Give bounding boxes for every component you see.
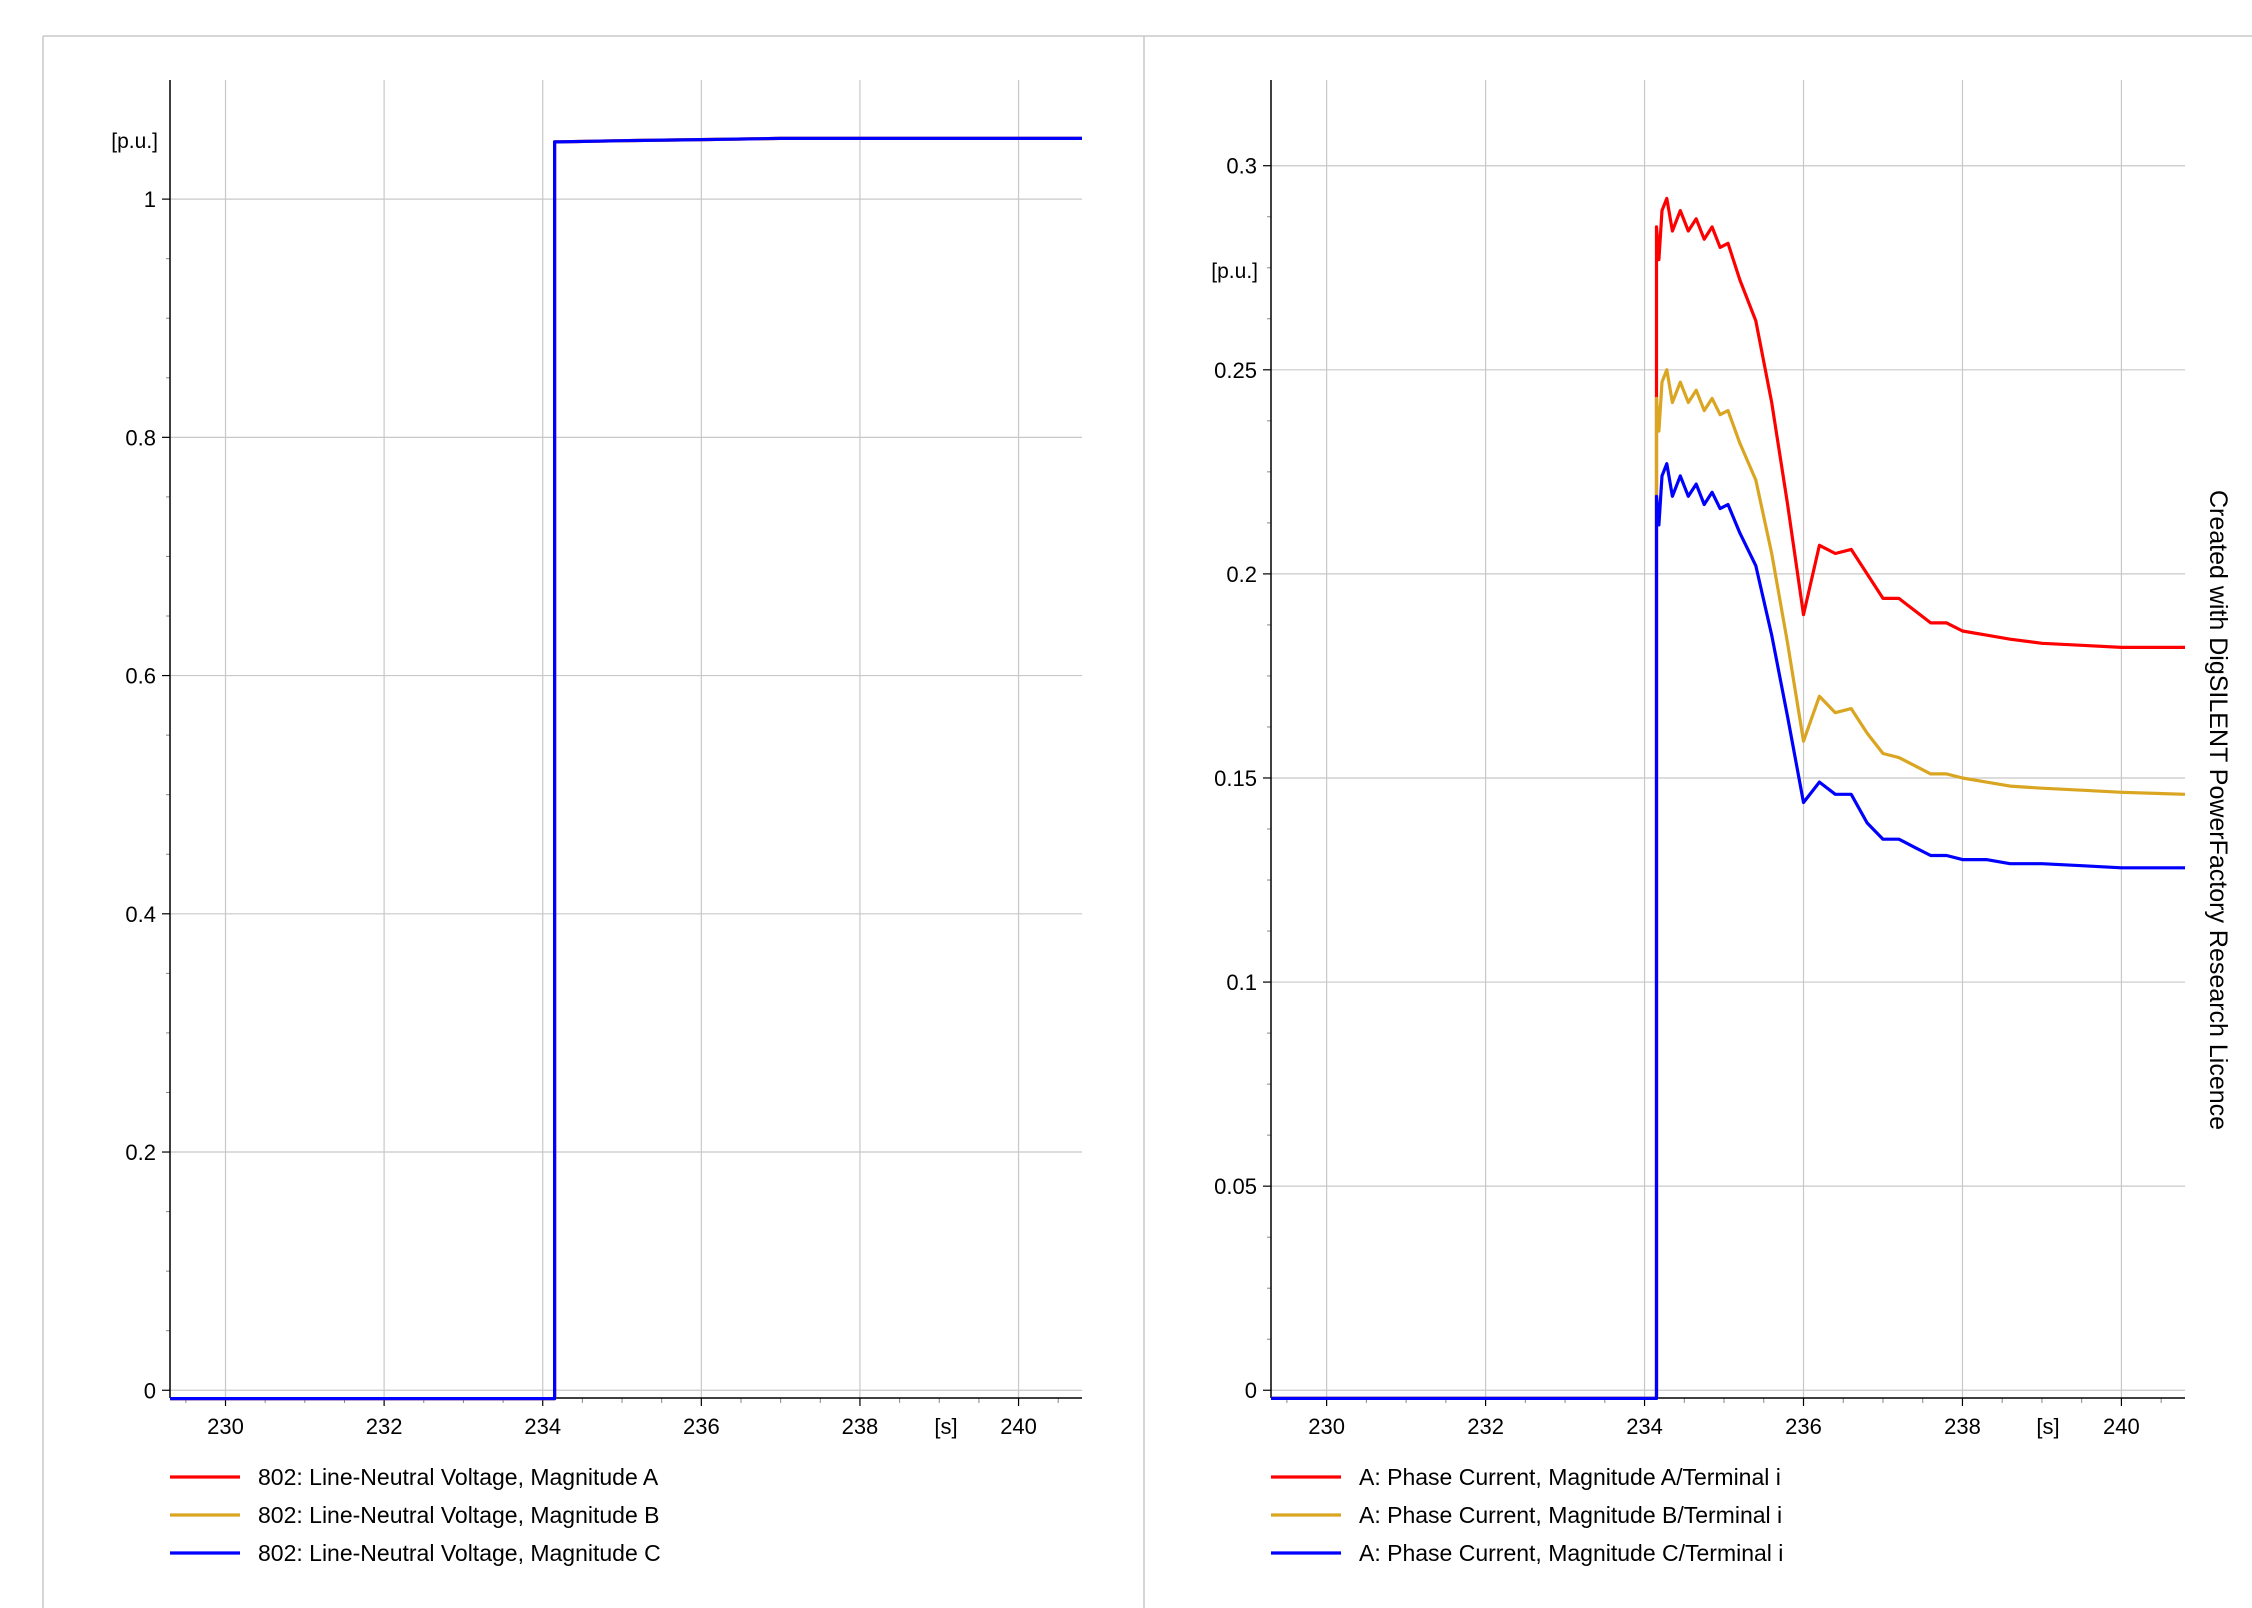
- legend-label: A: Phase Current, Magnitude C/Terminal i: [1359, 1540, 1783, 1566]
- legend-label: A: Phase Current, Magnitude A/Terminal i: [1359, 1464, 1781, 1490]
- x-tick-label: 232: [366, 1414, 403, 1439]
- x-tick-label: 236: [683, 1414, 720, 1439]
- x-tick-label: 234: [524, 1414, 561, 1439]
- y-tick-label: 0.6: [125, 664, 156, 689]
- y-tick-label: 0.2: [1226, 562, 1257, 587]
- legend-label: 802: Line-Neutral Voltage, Magnitude C: [258, 1540, 661, 1566]
- x-tick-label: 236: [1785, 1414, 1822, 1439]
- y-tick-label: 0.2: [125, 1140, 156, 1165]
- x-tick-label: 240: [2103, 1414, 2140, 1439]
- series-line-0: [1271, 196, 2185, 1401]
- y-tick-label: 0.4: [125, 902, 156, 927]
- y-unit-label: [p.u.]: [111, 130, 158, 153]
- y-tick-label: 0.25: [1214, 358, 1257, 383]
- x-tick-label: 234: [1626, 1414, 1663, 1439]
- y-tick-label: 1: [144, 187, 156, 212]
- series-line-2: [1271, 462, 2185, 1401]
- y-tick-label: 0: [144, 1378, 156, 1403]
- x-unit-label: [s]: [934, 1414, 957, 1439]
- current-chart-legend: A: Phase Current, Magnitude A/Terminal i…: [1271, 1464, 1783, 1566]
- y-tick-label: 0.1: [1226, 970, 1257, 995]
- legend-label: 802: Line-Neutral Voltage, Magnitude A: [258, 1464, 659, 1490]
- legend-label: 802: Line-Neutral Voltage, Magnitude B: [258, 1502, 660, 1528]
- x-unit-label: [s]: [2036, 1414, 2059, 1439]
- y-tick-label: 0.05: [1214, 1174, 1257, 1199]
- x-tick-label: 238: [1944, 1414, 1981, 1439]
- y-tick-label: 0.3: [1226, 154, 1257, 179]
- voltage-chart-legend: 802: Line-Neutral Voltage, Magnitude A 80…: [170, 1464, 661, 1566]
- y-tick-label: 0.8: [125, 425, 156, 450]
- x-tick-label: 238: [842, 1414, 879, 1439]
- current-chart: 0 0.05 0.1 0.15 0.2 0.25 0.3 230 232 234 236 238 240…: [1211, 80, 2186, 1439]
- series-line-1: [1271, 368, 2186, 1401]
- x-tick-label: 240: [1000, 1414, 1037, 1439]
- watermark-text: Created with DigSILENT PowerFactory Rese…: [2204, 490, 2232, 1130]
- legend-label: A: Phase Current, Magnitude B/Terminal i: [1359, 1502, 1782, 1528]
- y-unit-label: [p.u.]: [1211, 260, 1258, 283]
- y-tick-label: 0: [1245, 1378, 1257, 1403]
- x-tick-label: 230: [207, 1414, 244, 1439]
- series-line-2: [170, 136, 1082, 1401]
- x-tick-label: 232: [1467, 1414, 1504, 1439]
- voltage-chart: 0 0.2 0.4 0.6 0.8 1 230 232 234 236 238 240 [p.u.] [s…: [111, 80, 1082, 1439]
- x-tick-label: 230: [1308, 1414, 1345, 1439]
- y-tick-label: 0.15: [1214, 766, 1257, 791]
